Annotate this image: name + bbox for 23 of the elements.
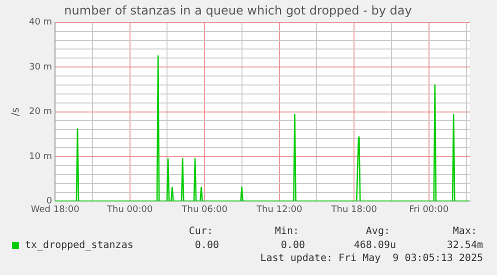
text: 0.00: [194, 240, 219, 251]
x-tick-label: Thu 18:00: [330, 204, 378, 215]
text: Max:: [452, 226, 477, 237]
x-tick-label: Wed 18:00: [30, 204, 80, 215]
y-tick-label: 0: [46, 196, 52, 207]
x-tick-label: Thu 12:00: [256, 204, 302, 215]
x-tick-label: Thu 00:00: [106, 204, 153, 215]
y-tick-label: 30 m: [28, 62, 52, 72]
text: Avg:: [366, 226, 390, 237]
text: 0.00: [280, 240, 305, 251]
y-axis-title: /s: [10, 108, 22, 116]
x-tick-label: Fri 00:00: [409, 204, 449, 215]
legend-label: tx_dropped_stanzas: [25, 240, 134, 251]
text: Cur:: [188, 226, 213, 237]
text: 32.54m: [446, 240, 483, 251]
text: 468.09u: [354, 240, 396, 251]
y-tick-label: 10 m: [28, 152, 52, 162]
x-tick-label: Thu 06:00: [180, 204, 228, 215]
text: Min:: [274, 226, 299, 237]
y-tick-label: 40 m: [28, 18, 52, 28]
text: Last update: Fri May 9 03:05:13 2025: [260, 253, 483, 264]
chart-title: number of stanzas in a queue which got dropped - by day: [64, 3, 412, 18]
y-tick-label: 20 m: [28, 107, 52, 118]
